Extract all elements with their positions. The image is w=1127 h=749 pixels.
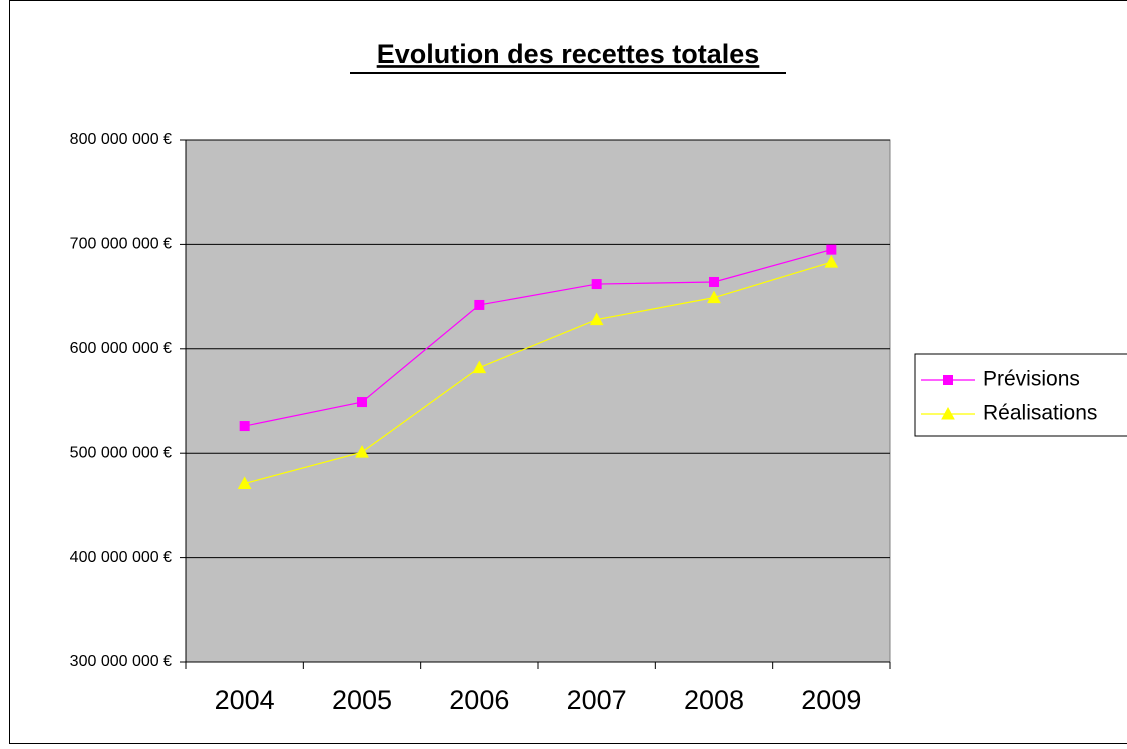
data-point: [592, 280, 601, 289]
x-tick-label: 2009: [801, 685, 861, 715]
plot-area: [186, 140, 890, 662]
y-tick-label: 600 000 000 €: [70, 340, 172, 357]
legend-marker: [944, 376, 953, 385]
data-point: [710, 277, 719, 286]
y-tick-label: 400 000 000 €: [70, 549, 172, 566]
data-point: [827, 245, 836, 254]
x-tick-label: 2004: [215, 685, 275, 715]
chart-title: Evolution des recettes totales: [377, 39, 760, 69]
data-point: [475, 300, 484, 309]
data-point: [358, 398, 367, 407]
y-tick-label: 700 000 000 €: [70, 236, 172, 253]
x-tick-label: 2005: [332, 685, 392, 715]
x-tick-label: 2006: [449, 685, 509, 715]
x-tick-label: 2008: [684, 685, 744, 715]
x-tick-label: 2007: [567, 685, 627, 715]
y-tick-label: 800 000 000 €: [70, 131, 172, 148]
y-tick-label: 300 000 000 €: [70, 653, 172, 670]
legend-label: Prévisions: [983, 368, 1080, 391]
y-tick-label: 500 000 000 €: [70, 444, 172, 461]
legend-label: Réalisations: [983, 402, 1097, 425]
data-point: [240, 422, 249, 431]
